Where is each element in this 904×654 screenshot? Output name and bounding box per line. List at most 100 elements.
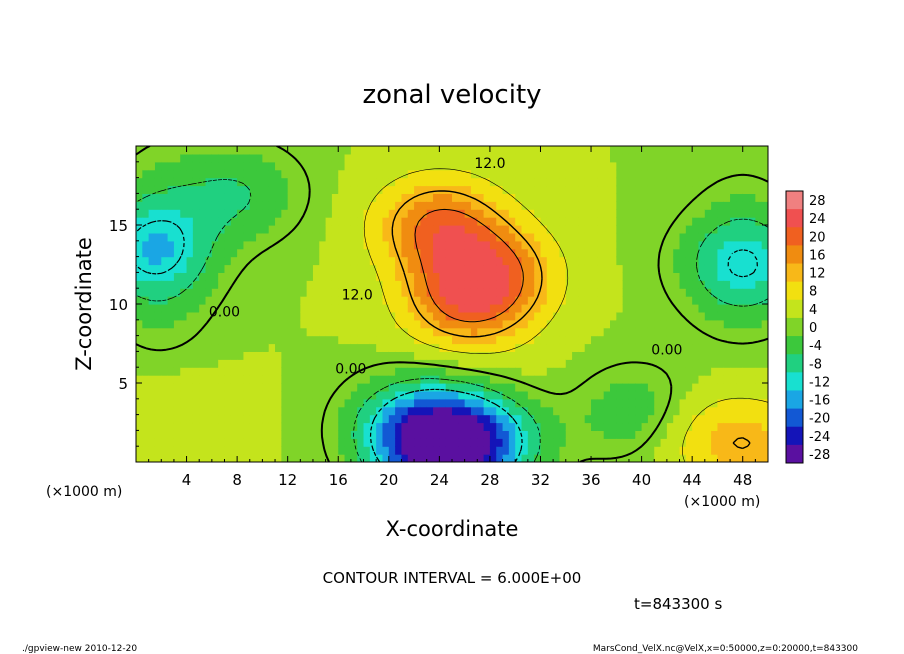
heatmap-cell — [641, 153, 649, 163]
heatmap-cell — [148, 422, 156, 431]
heatmap-cell — [256, 446, 263, 455]
heatmap-cell — [312, 264, 320, 273]
heatmap-cell — [167, 232, 175, 242]
heatmap-cell — [553, 209, 561, 218]
heatmap-cell — [622, 430, 630, 439]
heatmap-cell — [717, 438, 725, 447]
heatmap-cell — [445, 153, 453, 163]
heatmap-cell — [483, 272, 491, 281]
heatmap-cell — [692, 454, 700, 462]
heatmap-cell — [319, 359, 327, 368]
heatmap-cell — [515, 248, 523, 258]
heatmap-cell — [148, 264, 156, 273]
heatmap-cell — [350, 398, 358, 408]
heatmap-cell — [256, 327, 263, 337]
heatmap-cell — [679, 359, 687, 368]
heatmap-cell — [597, 272, 605, 281]
heatmap-cell — [237, 146, 245, 155]
heatmap-cell — [243, 327, 251, 337]
heatmap-cell — [350, 296, 358, 305]
heatmap-cell — [572, 225, 579, 234]
heatmap-cell — [502, 422, 510, 431]
heatmap-cell — [180, 193, 188, 202]
heatmap-cell — [237, 217, 245, 226]
heatmap-cell — [376, 185, 384, 194]
heatmap-cell — [692, 248, 700, 258]
heatmap-cell — [666, 406, 674, 416]
heatmap-cell — [249, 256, 257, 266]
heatmap-cell — [742, 406, 750, 416]
heatmap-cell — [591, 438, 598, 447]
heatmap-cell — [660, 240, 668, 250]
heatmap-cell — [376, 272, 384, 281]
heatmap-cell — [540, 398, 548, 408]
heatmap-cell — [521, 311, 529, 321]
heatmap-cell — [559, 288, 567, 297]
heatmap-cell — [641, 280, 649, 289]
heatmap-cell — [369, 422, 377, 431]
heatmap-cell — [546, 209, 554, 218]
heatmap-cell — [572, 343, 579, 352]
heatmap-cell — [572, 169, 579, 179]
heatmap-cell — [578, 343, 586, 352]
heatmap-cell — [654, 390, 662, 400]
heatmap-cell — [180, 304, 188, 313]
heatmap-cell — [723, 225, 731, 234]
heatmap-cell — [458, 359, 466, 368]
heatmap-cell — [489, 296, 497, 305]
heatmap-cell — [262, 446, 270, 455]
heatmap-cell — [350, 280, 358, 289]
heatmap-cell — [616, 406, 624, 416]
heatmap-cell — [603, 185, 611, 194]
heatmap-cell — [224, 240, 232, 250]
heatmap-cell — [565, 422, 573, 431]
heatmap-cell — [268, 390, 276, 400]
heatmap-cell — [749, 359, 756, 368]
heatmap-cell — [401, 248, 409, 258]
heatmap-cell — [154, 201, 162, 210]
heatmap-cell — [685, 288, 693, 297]
heatmap-cell — [591, 256, 598, 266]
heatmap-cell — [401, 438, 409, 447]
heatmap-cell — [666, 248, 674, 258]
heatmap-cell — [584, 240, 592, 250]
heatmap-cell — [635, 446, 643, 455]
heatmap-cell — [230, 335, 238, 345]
heatmap-cell — [256, 169, 263, 179]
heatmap-cell — [610, 201, 617, 210]
heatmap-cell — [249, 248, 257, 258]
heatmap-cell — [515, 296, 523, 305]
heatmap-cell — [420, 217, 428, 226]
heatmap-cell — [534, 414, 542, 424]
heatmap-cell — [205, 383, 213, 392]
heatmap-cell — [312, 272, 320, 281]
heatmap-cell — [148, 240, 156, 250]
heatmap-cell — [591, 422, 598, 431]
heatmap-cell — [180, 454, 188, 462]
heatmap-cell — [717, 359, 725, 368]
heatmap-cell — [628, 209, 636, 218]
heatmap-cell — [679, 383, 687, 392]
heatmap-cell — [237, 209, 245, 218]
heatmap-cell — [350, 351, 358, 360]
heatmap-cell — [382, 422, 390, 431]
heatmap-cell — [161, 390, 169, 400]
heatmap-cell — [464, 161, 472, 171]
heatmap-cell — [325, 193, 333, 202]
heatmap-cell — [344, 454, 352, 462]
heatmap-cell — [540, 169, 548, 179]
heatmap-cell — [496, 264, 504, 273]
heatmap-cell — [673, 185, 681, 194]
heatmap-cell — [572, 454, 579, 462]
heatmap-cell — [749, 398, 756, 408]
heatmap-cell — [256, 280, 263, 289]
heatmap-cell — [376, 225, 384, 234]
heatmap-cell — [445, 256, 453, 266]
heatmap-cell — [496, 383, 504, 392]
heatmap-cell — [654, 383, 662, 392]
heatmap-cell — [243, 438, 251, 447]
heatmap-cell — [192, 383, 200, 392]
heatmap-cell — [199, 272, 207, 281]
heatmap-cell — [742, 288, 750, 297]
heatmap-cell — [325, 185, 333, 194]
